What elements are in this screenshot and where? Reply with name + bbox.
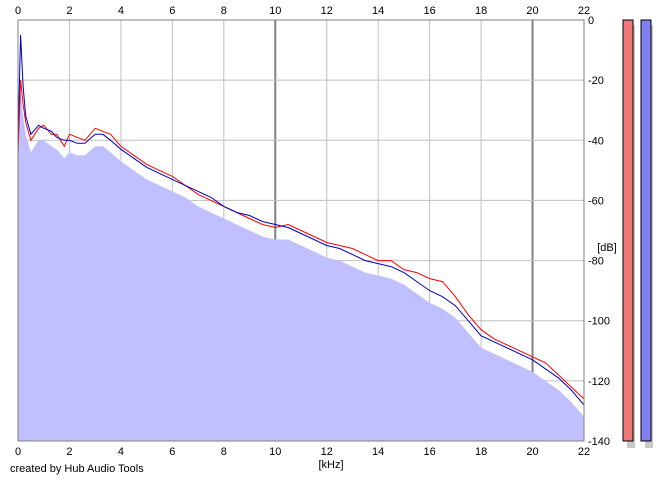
y-tick-label: -60 (588, 195, 604, 207)
spectrum-fill-area (18, 92, 584, 441)
x-tick-label: 22 (578, 446, 590, 458)
x-tick-label: 10 (269, 5, 281, 17)
x-tick-label: 0 (15, 446, 21, 458)
meter-right-channel (640, 19, 652, 442)
x-tick-label: 2 (66, 5, 72, 17)
x-tick-label: 8 (221, 446, 227, 458)
meter-left-channel (622, 19, 634, 442)
x-tick-label: 12 (321, 5, 333, 17)
y-tick-label: -120 (588, 376, 610, 388)
channel-meters (622, 19, 653, 448)
x-tick-label: 6 (169, 5, 175, 17)
left-channel-line (17, 80, 585, 400)
y-axis-label: [dB] (597, 242, 617, 254)
x-axis-label: [kHz] (318, 459, 343, 471)
x-tick-label: 8 (221, 5, 227, 17)
x-tick-label: 18 (475, 446, 487, 458)
right-channel-line (17, 34, 585, 406)
credit-text: created by Hub Audio Tools (10, 463, 144, 475)
x-tick-label: 4 (118, 446, 124, 458)
plot-frame (17, 19, 585, 442)
x-tick-label: 18 (475, 5, 487, 17)
x-tick-label: 0 (15, 5, 21, 17)
x-tick-label: 14 (372, 5, 384, 17)
x-tick-label: 16 (424, 5, 436, 17)
y-tick-label: -40 (588, 135, 604, 147)
x-tick-label: 16 (424, 446, 436, 458)
y-tick-label: -100 (588, 316, 610, 328)
x-tick-label: 20 (526, 5, 538, 17)
tick-labels: 002244668810101212141416161818202022220-… (15, 5, 610, 458)
x-tick-label: 14 (372, 446, 384, 458)
x-tick-label: 20 (526, 446, 538, 458)
y-tick-label: -140 (588, 436, 610, 448)
y-tick-label: -20 (588, 75, 604, 87)
y-tick-label: 0 (588, 15, 594, 27)
x-tick-label: 10 (269, 446, 281, 458)
x-tick-label: 4 (118, 5, 124, 17)
x-tick-label: 22 (578, 5, 590, 17)
x-tick-label: 2 (66, 446, 72, 458)
x-tick-label: 6 (169, 446, 175, 458)
y-tick-label: -80 (588, 256, 604, 268)
x-tick-label: 12 (321, 446, 333, 458)
